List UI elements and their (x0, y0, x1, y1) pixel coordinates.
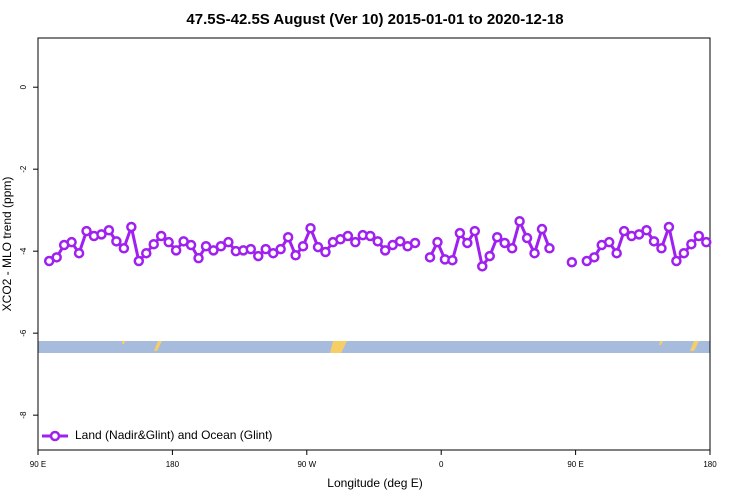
x-tick-label: 180 (166, 460, 180, 469)
data-point (208, 245, 219, 256)
data-point (148, 238, 159, 250)
data-point (111, 236, 122, 247)
data-point (141, 247, 152, 259)
data-point (200, 241, 212, 252)
data-point (245, 243, 257, 255)
chart-title: 47.5S-42.5S August (Ver 10) 2015-01-01 t… (186, 11, 563, 28)
data-point (491, 231, 503, 243)
data-point (133, 255, 145, 267)
legend-label: Land (Nadir&Glint) and Ocean (Glint) (75, 428, 272, 442)
data-point (81, 225, 92, 237)
data-point (73, 247, 85, 259)
legend-marker (49, 430, 61, 442)
data-point (544, 243, 555, 254)
data-point (193, 252, 204, 264)
x-axis-label: Longitude (deg E) (327, 476, 422, 490)
y-tick-label: -8 (19, 411, 28, 419)
data-point (663, 221, 675, 233)
data-point (469, 225, 481, 237)
data-point (96, 229, 107, 240)
data-point (701, 236, 712, 248)
data-point (51, 252, 62, 263)
data-point (126, 221, 137, 233)
data-point (462, 237, 473, 249)
data-point (379, 245, 391, 256)
data-point (536, 223, 548, 235)
data-point (275, 243, 286, 255)
data-point (394, 236, 406, 247)
y-tick-label: -6 (19, 329, 28, 337)
x-tick-label: 90 E (567, 460, 583, 469)
data-point (454, 227, 466, 239)
y-axis-label: XCO2 - MLO trend (ppm) (0, 177, 14, 312)
x-tick-label: 0 (439, 460, 444, 469)
data-point (447, 254, 458, 266)
data-point (603, 236, 615, 248)
data-point (103, 225, 115, 236)
data-point (312, 241, 324, 253)
data-point (290, 250, 301, 261)
data-point (618, 225, 630, 237)
data-point (633, 229, 645, 240)
data-point (305, 222, 316, 234)
x-tick-label: 90 W (297, 460, 316, 469)
x-tick-label: 90 E (30, 460, 46, 469)
data-point (671, 255, 682, 267)
y-tick-label: -2 (19, 165, 28, 173)
data-point (514, 215, 525, 227)
data-point (432, 236, 443, 248)
data-point (365, 230, 376, 242)
data-point (484, 250, 495, 262)
data-point (260, 243, 271, 255)
x-tick-label: 180 (703, 460, 717, 469)
data-point (267, 247, 279, 259)
data-point (686, 238, 697, 250)
data-point (155, 230, 167, 242)
data-point (477, 261, 488, 272)
data-point (566, 256, 578, 268)
data-point (170, 245, 182, 256)
data-point (297, 241, 309, 252)
data-point (611, 247, 622, 259)
data-point (215, 241, 227, 252)
y-tick-label: 0 (19, 84, 28, 89)
data-point (342, 230, 354, 242)
data-point (223, 236, 234, 248)
data-point (320, 246, 331, 258)
land-markers (122, 341, 699, 353)
data-point (589, 252, 600, 263)
data-point (424, 252, 436, 263)
data-point (372, 236, 383, 247)
y-tick-label: -4 (19, 247, 28, 255)
data-point (499, 237, 510, 249)
data-point (506, 243, 518, 254)
data-point (656, 243, 667, 254)
data-point (678, 247, 690, 259)
data-point (648, 236, 660, 247)
data-point (521, 232, 533, 244)
data-point (409, 237, 421, 249)
data-point (66, 236, 77, 248)
data-point (282, 231, 294, 243)
data-point (185, 239, 197, 251)
surface-band (38, 341, 710, 353)
data-point (693, 230, 705, 242)
data-point (253, 250, 264, 262)
data-point (163, 236, 174, 248)
data-point (529, 247, 540, 259)
data-point (350, 236, 361, 248)
data-point (118, 243, 130, 254)
data-point (641, 225, 652, 236)
